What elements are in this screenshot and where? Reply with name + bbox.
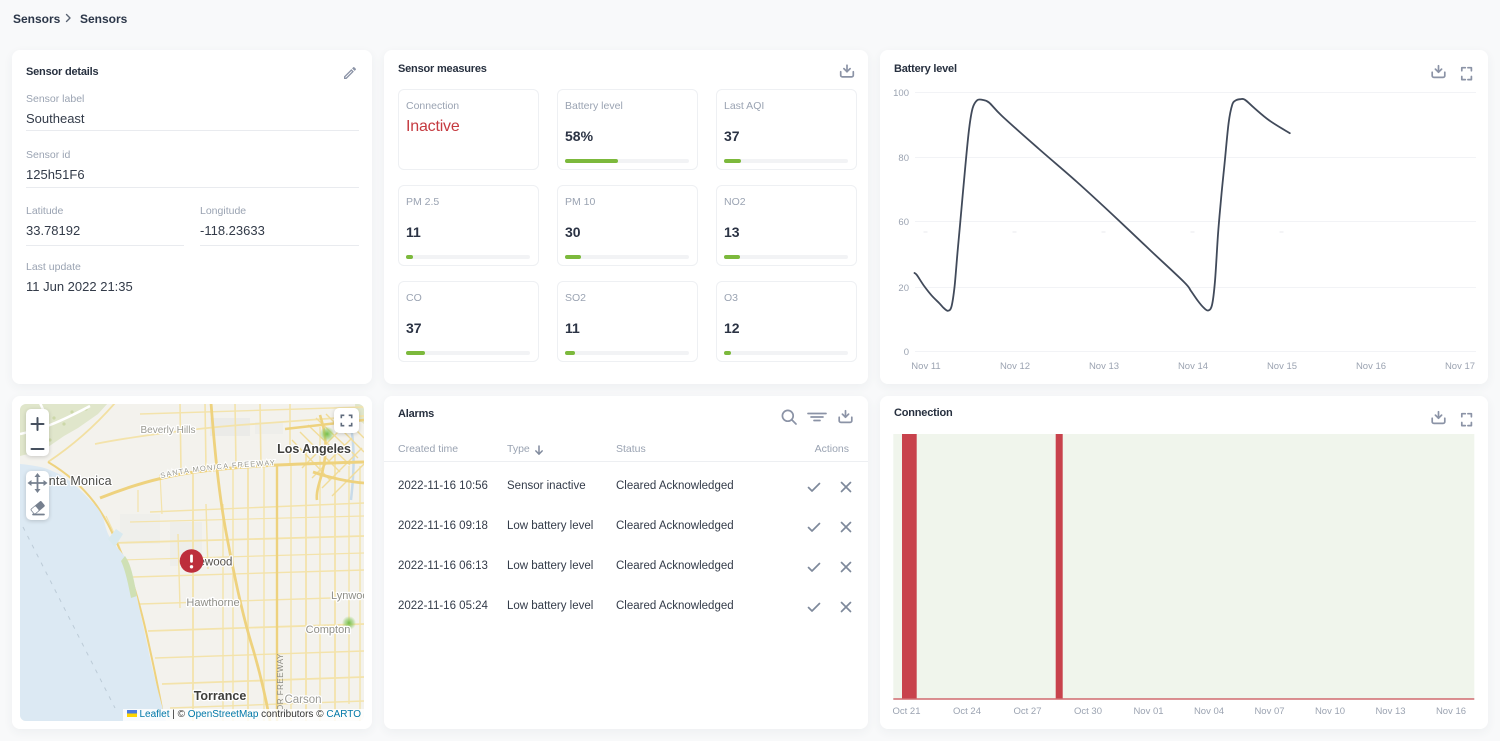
svg-text:Torrance: Torrance <box>194 689 247 703</box>
svg-text:Nov 01: Nov 01 <box>1133 706 1163 717</box>
svg-text:Oct 30: Oct 30 <box>1074 706 1102 717</box>
svg-text:80: 80 <box>898 153 909 164</box>
svg-text:Carson: Carson <box>284 694 321 706</box>
svg-text:Nov 17: Nov 17 <box>1445 361 1475 372</box>
svg-text:Nov 16: Nov 16 <box>1436 706 1466 717</box>
svg-text:Nov 04: Nov 04 <box>1194 706 1224 717</box>
svg-text:Nov 16: Nov 16 <box>1356 361 1386 372</box>
svg-text:Nov 10: Nov 10 <box>1315 706 1345 717</box>
svg-text:Nov 14: Nov 14 <box>1178 361 1208 372</box>
svg-text:Hawthorne: Hawthorne <box>186 597 239 609</box>
svg-text:OR FREEWAY: OR FREEWAY <box>276 653 285 711</box>
svg-text:Oct 24: Oct 24 <box>953 706 981 717</box>
svg-text:Nov 13: Nov 13 <box>1375 706 1405 717</box>
svg-text:Compton: Compton <box>306 624 351 636</box>
svg-text:100: 100 <box>893 88 909 99</box>
svg-text:Nov 13: Nov 13 <box>1089 361 1119 372</box>
svg-text:Beverly Hills: Beverly Hills <box>140 425 195 436</box>
svg-text:Nov 11: Nov 11 <box>911 361 940 372</box>
svg-text:20: 20 <box>898 283 909 294</box>
svg-text:Santa Monica: Santa Monica <box>33 474 112 488</box>
svg-text:0: 0 <box>904 347 909 358</box>
svg-text:Nov 15: Nov 15 <box>1267 361 1297 372</box>
svg-text:Nov 12: Nov 12 <box>1000 361 1030 372</box>
svg-text:Oct 27: Oct 27 <box>1014 706 1042 717</box>
svg-text:60: 60 <box>898 217 909 228</box>
svg-text:Los Angeles: Los Angeles <box>277 442 351 456</box>
svg-text:Nov 07: Nov 07 <box>1254 706 1284 717</box>
svg-text:Oct 21: Oct 21 <box>893 706 921 717</box>
svg-text:Lynwood: Lynwood <box>331 590 364 602</box>
